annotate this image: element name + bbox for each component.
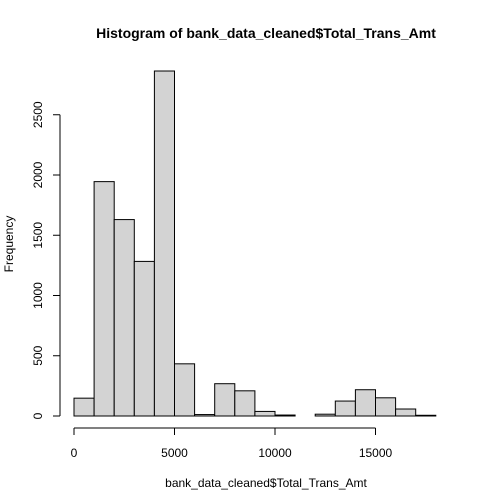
- histogram-bar: [194, 414, 216, 417]
- histogram-bar: [334, 400, 356, 417]
- bars-group: [73, 70, 437, 417]
- histogram-bar: [133, 260, 155, 417]
- y-tick-label: 0: [31, 412, 45, 419]
- histogram-bar: [153, 70, 175, 417]
- y-axis-label: Frequency: [2, 216, 16, 273]
- x-tick-label: 5000: [161, 446, 188, 460]
- y-axis: 0 500 1000 1500 2000 2500: [31, 101, 61, 419]
- chart-title: Histogram of bank_data_cleaned$Total_Tra…: [96, 25, 436, 41]
- x-axis-label: bank_data_cleaned$Total_Trans_Amt: [165, 476, 367, 490]
- histogram-bar: [395, 408, 417, 417]
- x-tick-label: 10000: [258, 446, 292, 460]
- histogram-bar: [415, 414, 437, 417]
- histogram-bar: [234, 390, 256, 417]
- y-tick-label: 1500: [31, 222, 45, 249]
- histogram-bar: [73, 397, 95, 417]
- histogram-bar: [375, 397, 397, 417]
- y-tick-label: 500: [31, 345, 45, 365]
- histogram-bar: [274, 414, 296, 417]
- histogram-bar: [214, 383, 236, 417]
- y-tick-label: 2000: [31, 161, 45, 188]
- histogram-bar: [174, 363, 196, 417]
- histogram-bar: [314, 413, 336, 417]
- y-tick-label: 1000: [31, 282, 45, 309]
- y-tick-label: 2500: [31, 101, 45, 128]
- histogram-bar: [354, 389, 376, 417]
- x-tick-label: 15000: [359, 446, 393, 460]
- histogram-bar: [113, 219, 135, 417]
- histogram-bar: [93, 181, 115, 417]
- x-tick-label: 0: [71, 446, 78, 460]
- x-axis: 0 5000 10000 15000: [71, 427, 393, 460]
- histogram-bar: [254, 410, 276, 417]
